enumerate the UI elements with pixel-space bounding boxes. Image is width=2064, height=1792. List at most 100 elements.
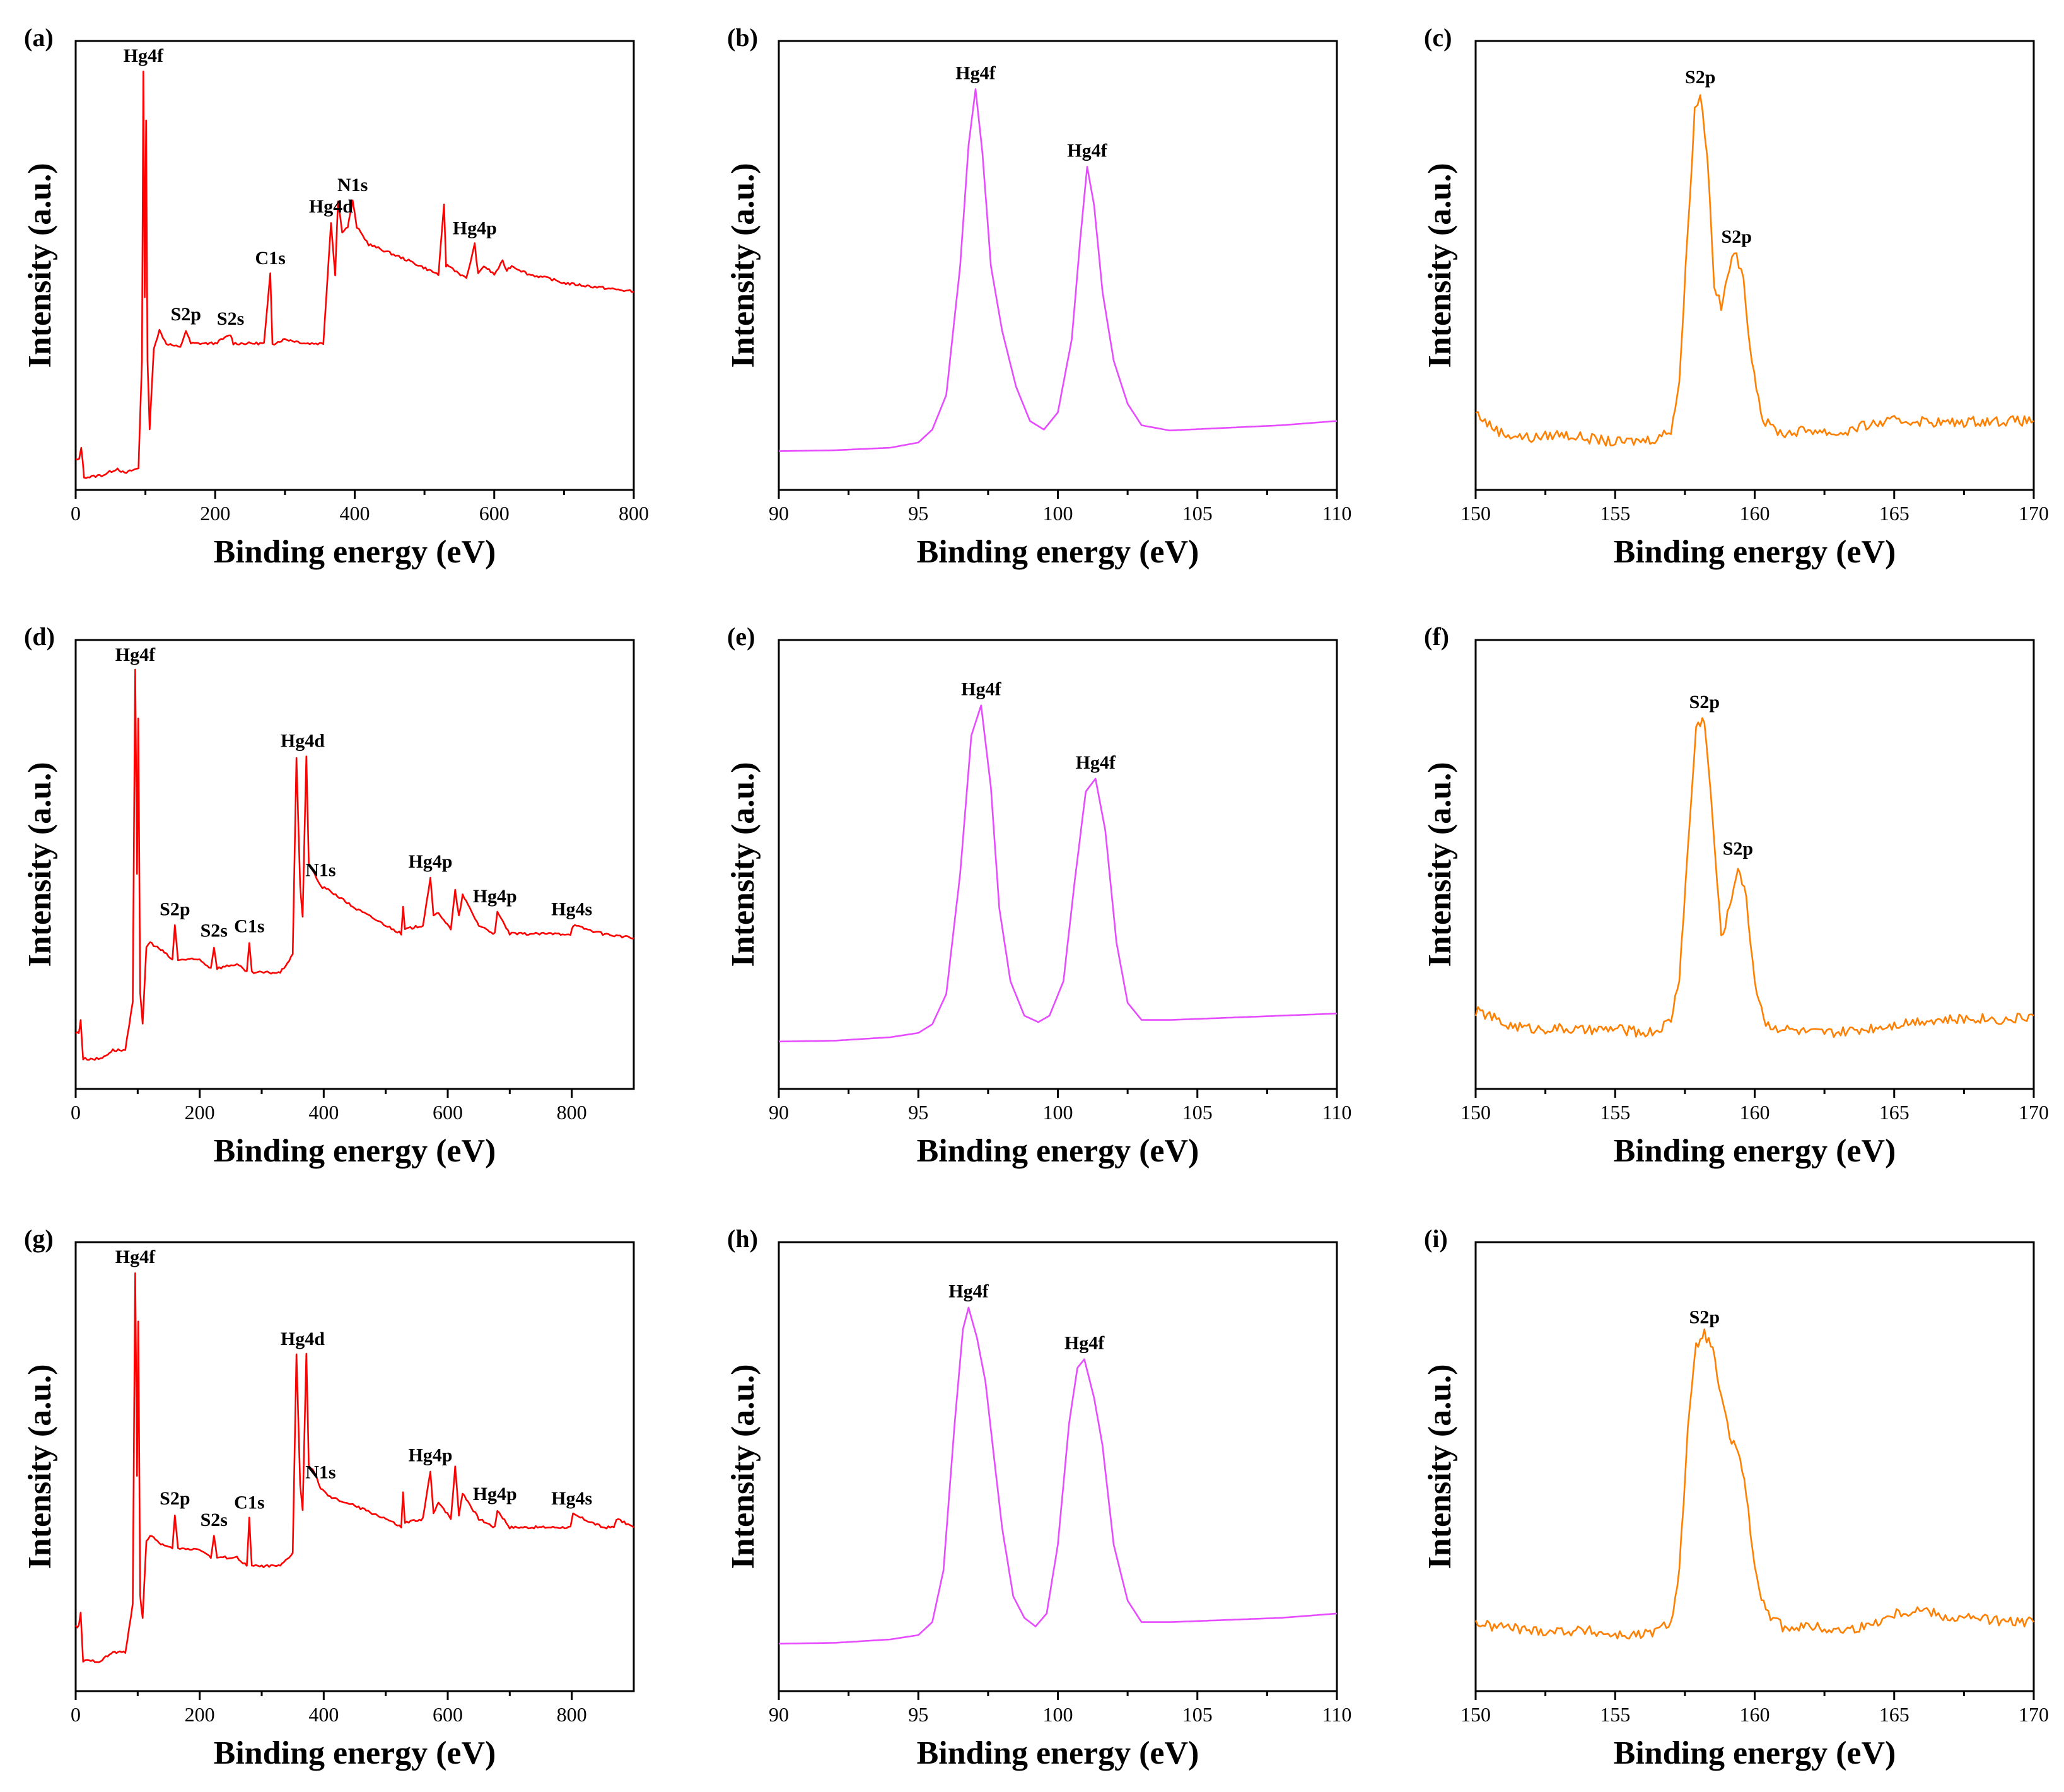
x-tick-label: 400 [308,1703,339,1726]
x-tick-label: 105 [1182,502,1213,525]
peak-label: S2p [160,1488,190,1509]
panel-label: (b) [727,23,758,52]
chart-panel-f: (f) 150 155 160 165 170 Binding energy (eV) Int… [1422,622,2049,1169]
peak-label: S2s [201,1510,228,1530]
x-axis-title: Binding energy (eV) [1614,534,1896,570]
peak-label: Hg4f [124,45,164,66]
y-axis-title: Intensity (a.u.) [1422,163,1458,368]
peak-label: S2s [201,920,228,941]
x-tick-label: 95 [908,1703,928,1726]
x-axis-title: Binding energy (eV) [1614,1133,1896,1169]
series-line [778,88,1338,452]
peak-label: S2s [217,308,244,329]
panel-label: (f) [1424,622,1449,651]
y-axis-title: Intensity (a.u.) [22,1364,58,1569]
chart-panel-b: (b) 90 95 100 105 110 Binding energy (eV) Inten… [725,23,1351,570]
y-axis-title: Intensity (a.u.) [725,163,761,368]
x-tick-label: 600 [433,1101,463,1124]
x-tick-label: 200 [185,1101,215,1124]
panel-label: (h) [727,1225,758,1253]
peak-label: Hg4p [453,218,497,238]
peak-label: Hg4f [115,1247,156,1267]
x-tick-label: 170 [2019,1101,2049,1124]
x-tick-label: 600 [433,1703,463,1726]
x-tick-label: 105 [1182,1703,1213,1726]
peak-label: C1s [234,1492,264,1513]
panel-label: (g) [24,1225,54,1253]
y-axis-title: Intensity (a.u.) [1422,762,1458,967]
x-tick-label: 150 [1461,502,1491,525]
x-tick-label: 155 [1600,502,1630,525]
x-tick-label: 200 [200,502,230,525]
peak-label: N1s [305,1462,335,1483]
x-tick-label: 160 [1740,1101,1770,1124]
peak-label: Hg4f [1064,1333,1105,1354]
x-tick-label: 600 [479,502,510,525]
x-axis-title: Binding energy (eV) [1614,1735,1896,1771]
x-axis-title: Binding energy (eV) [917,1133,1199,1169]
series-line [779,704,1338,1043]
x-tick-label: 100 [1043,502,1073,525]
peak-label: S2p [1722,226,1752,247]
x-tick-label: 110 [1322,1101,1352,1124]
x-tick-label: 165 [1879,502,1909,525]
x-tick-label: 160 [1740,502,1770,525]
x-tick-label: 155 [1600,1703,1630,1726]
peak-label: Hg4f [115,644,156,665]
x-tick-label: 95 [908,502,928,525]
x-tick-label: 100 [1043,1703,1073,1726]
peak-label: Hg4d [281,1329,325,1349]
x-tick-label: 0 [71,502,81,525]
peak-label: Hg4f [955,62,996,83]
y-axis-title: Intensity (a.u.) [22,163,58,368]
x-tick-label: 0 [71,1101,81,1124]
chart-panel-g: (g) 0 200 400 600 800 Binding energy (eV) Inten… [22,1225,635,1771]
chart-panel-c: (c) 150 155 160 165 170 Binding energy (eV) Int… [1422,23,2049,570]
chart-panel-h: (h) 90 95 100 105 110 Binding energy (eV) Inten… [725,1225,1351,1771]
x-axis-title: Binding energy (eV) [917,1735,1199,1771]
peak-label: Hg4p [473,1484,517,1504]
peak-label: Hg4f [1067,140,1107,161]
x-tick-label: 90 [769,502,789,525]
x-tick-label: 110 [1322,1703,1352,1726]
series-line [1474,1328,2035,1640]
panel-label: (a) [24,23,54,52]
y-axis-title: Intensity (a.u.) [725,1364,761,1569]
panel-label: (i) [1424,1225,1448,1253]
x-tick-label: 110 [1322,502,1352,525]
x-tick-label: 150 [1461,1101,1491,1124]
series-line [75,71,634,479]
x-tick-label: 160 [1740,1703,1770,1726]
x-axis-title: Binding energy (eV) [214,1133,496,1169]
peak-label: S2p [1685,67,1715,88]
y-axis-title: Intensity (a.u.) [22,762,58,967]
panel-label: (c) [1424,23,1452,52]
peak-label: Hg4f [1076,752,1116,773]
x-axis-title: Binding energy (eV) [214,1735,496,1771]
peak-label: Hg4p [473,886,517,907]
series-line [1475,94,2034,447]
x-axis-title: Binding energy (eV) [214,534,496,570]
x-tick-label: 400 [340,502,370,525]
x-tick-label: 170 [2019,502,2049,525]
peak-label: S2p [1689,692,1720,713]
chart-panel-i: (i) 150 155 160 165 170 Binding energy (eV) Int… [1422,1225,2049,1771]
peak-label: Hg4d [309,196,353,217]
x-tick-label: 0 [71,1703,81,1726]
x-tick-label: 100 [1043,1101,1073,1124]
peak-label: S2p [160,899,190,919]
peak-label: Hg4f [948,1281,989,1302]
x-tick-label: 800 [619,502,649,525]
panel-label: (e) [727,622,755,651]
x-tick-label: 165 [1879,1101,1909,1124]
peak-label: S2p [1689,1307,1720,1328]
peak-label: Hg4p [408,851,452,872]
x-tick-label: 155 [1600,1101,1630,1124]
chart-panel-a: (a) 0 200 400 600 800 Binding energy (eV) Inten… [22,23,649,570]
x-tick-label: 165 [1879,1703,1909,1726]
panel-label: (d) [24,622,55,651]
series-line [1474,717,2034,1039]
peak-label: Hg4p [408,1445,452,1465]
